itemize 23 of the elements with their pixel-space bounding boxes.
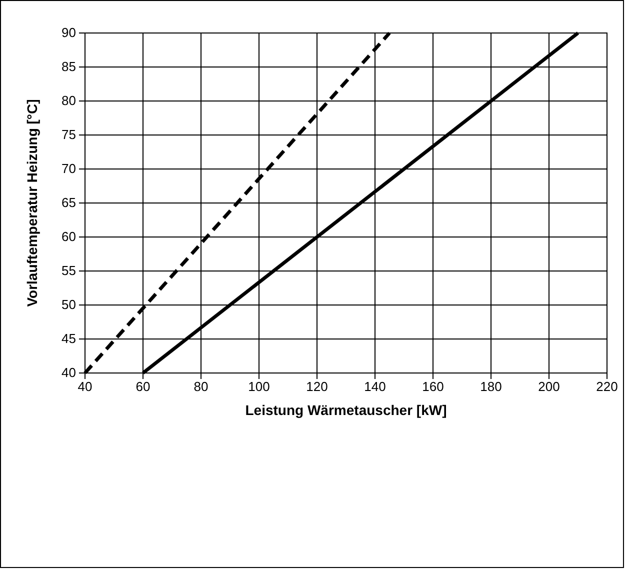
y-tick-label: 80 (62, 93, 76, 108)
x-tick-label: 200 (538, 379, 560, 394)
x-tick-label: 40 (78, 379, 92, 394)
x-axis-title: Leistung Wärmetauscher [kW] (245, 402, 447, 418)
x-tick-label: 100 (248, 379, 270, 394)
x-tick-label: 120 (306, 379, 328, 394)
y-axis-title: Vorlauftemperatur Heizung [°C] (24, 99, 40, 307)
y-tick-label: 45 (62, 331, 76, 346)
x-tick-label: 80 (194, 379, 208, 394)
y-tick-label: 50 (62, 297, 76, 312)
y-tick-label: 65 (62, 195, 76, 210)
y-tick-label: 90 (62, 25, 76, 40)
x-tick-label: 160 (422, 379, 444, 394)
y-tick-label: 40 (62, 365, 76, 380)
y-tick-label: 60 (62, 229, 76, 244)
y-tick-label: 70 (62, 161, 76, 176)
y-tick-label: 85 (62, 59, 76, 74)
y-tick-label: 55 (62, 263, 76, 278)
x-tick-label: 180 (480, 379, 502, 394)
y-tick-label: 75 (62, 127, 76, 142)
x-tick-label: 140 (364, 379, 386, 394)
x-tick-label: 220 (596, 379, 618, 394)
x-tick-label: 60 (136, 379, 150, 394)
